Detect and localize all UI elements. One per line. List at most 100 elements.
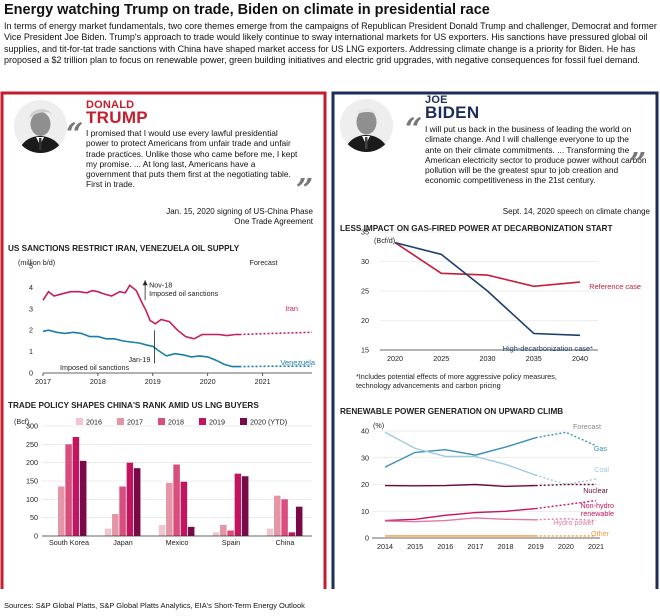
bar bbox=[212, 532, 220, 536]
portrait-icon bbox=[14, 100, 67, 153]
quote-open-icon: “ bbox=[66, 117, 84, 152]
series-line bbox=[384, 483, 536, 488]
bar bbox=[180, 481, 188, 536]
quote-close-icon: ” bbox=[629, 147, 647, 182]
series-label: Nuclear bbox=[583, 486, 608, 495]
series-line-forecast bbox=[535, 431, 597, 447]
bar bbox=[79, 460, 87, 536]
y-tick-label: 0 bbox=[365, 534, 369, 543]
page-title: Energy watching Trump on trade, Biden on… bbox=[4, 2, 490, 18]
bar bbox=[281, 499, 288, 536]
trump-quote: I promised that I would use every lawful… bbox=[86, 128, 298, 190]
annotation-text: Imposed oil sanctions bbox=[149, 289, 219, 298]
bar bbox=[220, 525, 227, 536]
y-tick-label: 50 bbox=[30, 513, 38, 522]
series-label: renewable bbox=[581, 509, 614, 518]
bar bbox=[227, 530, 234, 536]
sources-note: Sources: S&P Global Platts, S&P Global P… bbox=[4, 601, 305, 610]
y-tick-label: 250 bbox=[26, 440, 38, 449]
series-label-high-decarbonization: High-decarbonization case* bbox=[503, 344, 594, 353]
legend-label: 2020 (YTD) bbox=[250, 418, 287, 427]
biden-portrait bbox=[340, 99, 393, 152]
legend-swatch bbox=[240, 418, 247, 425]
trump-panel-border bbox=[0, 91, 327, 589]
bar bbox=[104, 528, 112, 536]
trump-portrait bbox=[14, 100, 67, 153]
legend-label: 2017 bbox=[127, 418, 143, 427]
trump-first-name: DONALD bbox=[86, 99, 135, 111]
x-tick-label: 2020 bbox=[200, 377, 216, 386]
bar bbox=[241, 476, 249, 536]
legend-label: 2019 bbox=[209, 418, 225, 427]
y-tick-label: 0 bbox=[29, 369, 33, 378]
y-tick-label: 1 bbox=[29, 347, 33, 356]
legend-label: 2016 bbox=[86, 418, 102, 427]
y-tick-label: 300 bbox=[26, 422, 38, 431]
x-tick-label: 2020 bbox=[387, 354, 403, 363]
series-label: Other bbox=[591, 529, 610, 538]
bar bbox=[58, 486, 65, 536]
bar bbox=[266, 528, 274, 536]
x-tick-label: Spain bbox=[222, 538, 240, 547]
y-tick-label: 2 bbox=[29, 326, 33, 335]
bar bbox=[274, 495, 281, 536]
chart-title: TRADE POLICY SHAPES CHINA'S RANK AMID US… bbox=[8, 401, 259, 410]
x-tick-label: 2019 bbox=[145, 377, 161, 386]
series-label: Hydro power bbox=[553, 518, 594, 527]
y-tick-label: 30 bbox=[361, 257, 369, 266]
x-tick-label: 2015 bbox=[407, 542, 423, 551]
x-tick-label: 2025 bbox=[433, 354, 449, 363]
series-line bbox=[394, 241, 581, 288]
bar bbox=[72, 437, 80, 536]
biden-first-name: JOE bbox=[425, 94, 448, 106]
series-line-venezuela bbox=[42, 329, 240, 368]
annotation-date: Nov-18 bbox=[149, 281, 172, 290]
y-tick-label: 30 bbox=[361, 453, 369, 462]
x-tick-label: 2017 bbox=[467, 542, 483, 551]
chart-title: RENEWABLE POWER GENERATION ON UPWARD CLI… bbox=[340, 407, 563, 416]
bar bbox=[119, 486, 126, 536]
x-tick-label: 2017 bbox=[35, 377, 51, 386]
portrait-icon bbox=[340, 99, 393, 152]
forecast-label: Forecast bbox=[573, 422, 601, 431]
annotation-arrow bbox=[142, 280, 148, 286]
y-axis-label: (%) bbox=[373, 421, 384, 430]
bar bbox=[173, 464, 180, 536]
x-tick-label: 2035 bbox=[526, 354, 542, 363]
x-tick-label: 2016 bbox=[437, 542, 453, 551]
series-label: Coal bbox=[594, 465, 609, 474]
y-tick-label: 15 bbox=[361, 346, 369, 355]
x-tick-label: 2018 bbox=[90, 377, 106, 386]
gas-fired-power-line-chart: LESS IMPACT ON GAS-FIRED POWER AT DECARB… bbox=[340, 224, 641, 390]
x-tick-label: 2030 bbox=[480, 354, 496, 363]
y-tick-label: 20 bbox=[361, 316, 369, 325]
series-line bbox=[394, 241, 581, 337]
series-line bbox=[384, 517, 536, 523]
series-line bbox=[384, 437, 536, 468]
y-tick-label: 0 bbox=[34, 532, 38, 541]
series-label: Gas bbox=[594, 444, 608, 453]
bar bbox=[158, 525, 166, 536]
series-label: Non-hydro bbox=[580, 501, 614, 510]
x-tick-label: Japan bbox=[113, 538, 133, 547]
y-tick-label: 20 bbox=[361, 480, 369, 489]
series-line bbox=[384, 431, 536, 476]
quote-close-icon: ” bbox=[296, 173, 314, 208]
annotation-text: Imposed oil sanctions bbox=[60, 363, 130, 372]
series-line bbox=[384, 507, 536, 522]
biden-panel-border bbox=[331, 91, 659, 589]
series-line-iran-forecast bbox=[239, 331, 313, 336]
y-axis-label: (million b/d) bbox=[18, 258, 55, 267]
biden-quote: I will put us back in the business of le… bbox=[425, 124, 647, 186]
intro-paragraph: In terms of energy market fundamentals, … bbox=[4, 21, 657, 65]
x-tick-label: 2019 bbox=[528, 542, 544, 551]
chart-title: LESS IMPACT ON GAS-FIRED POWER AT DECARB… bbox=[340, 224, 612, 233]
y-axis-label: (Bcf) bbox=[14, 417, 29, 426]
y-tick-label: 5 bbox=[29, 262, 33, 271]
y-tick-label: 200 bbox=[26, 458, 38, 467]
x-tick-label: South Korea bbox=[49, 538, 89, 547]
x-tick-label: 2021 bbox=[588, 542, 604, 551]
legend-swatch bbox=[158, 418, 165, 425]
annotation-date: Jan-19 bbox=[128, 355, 150, 364]
